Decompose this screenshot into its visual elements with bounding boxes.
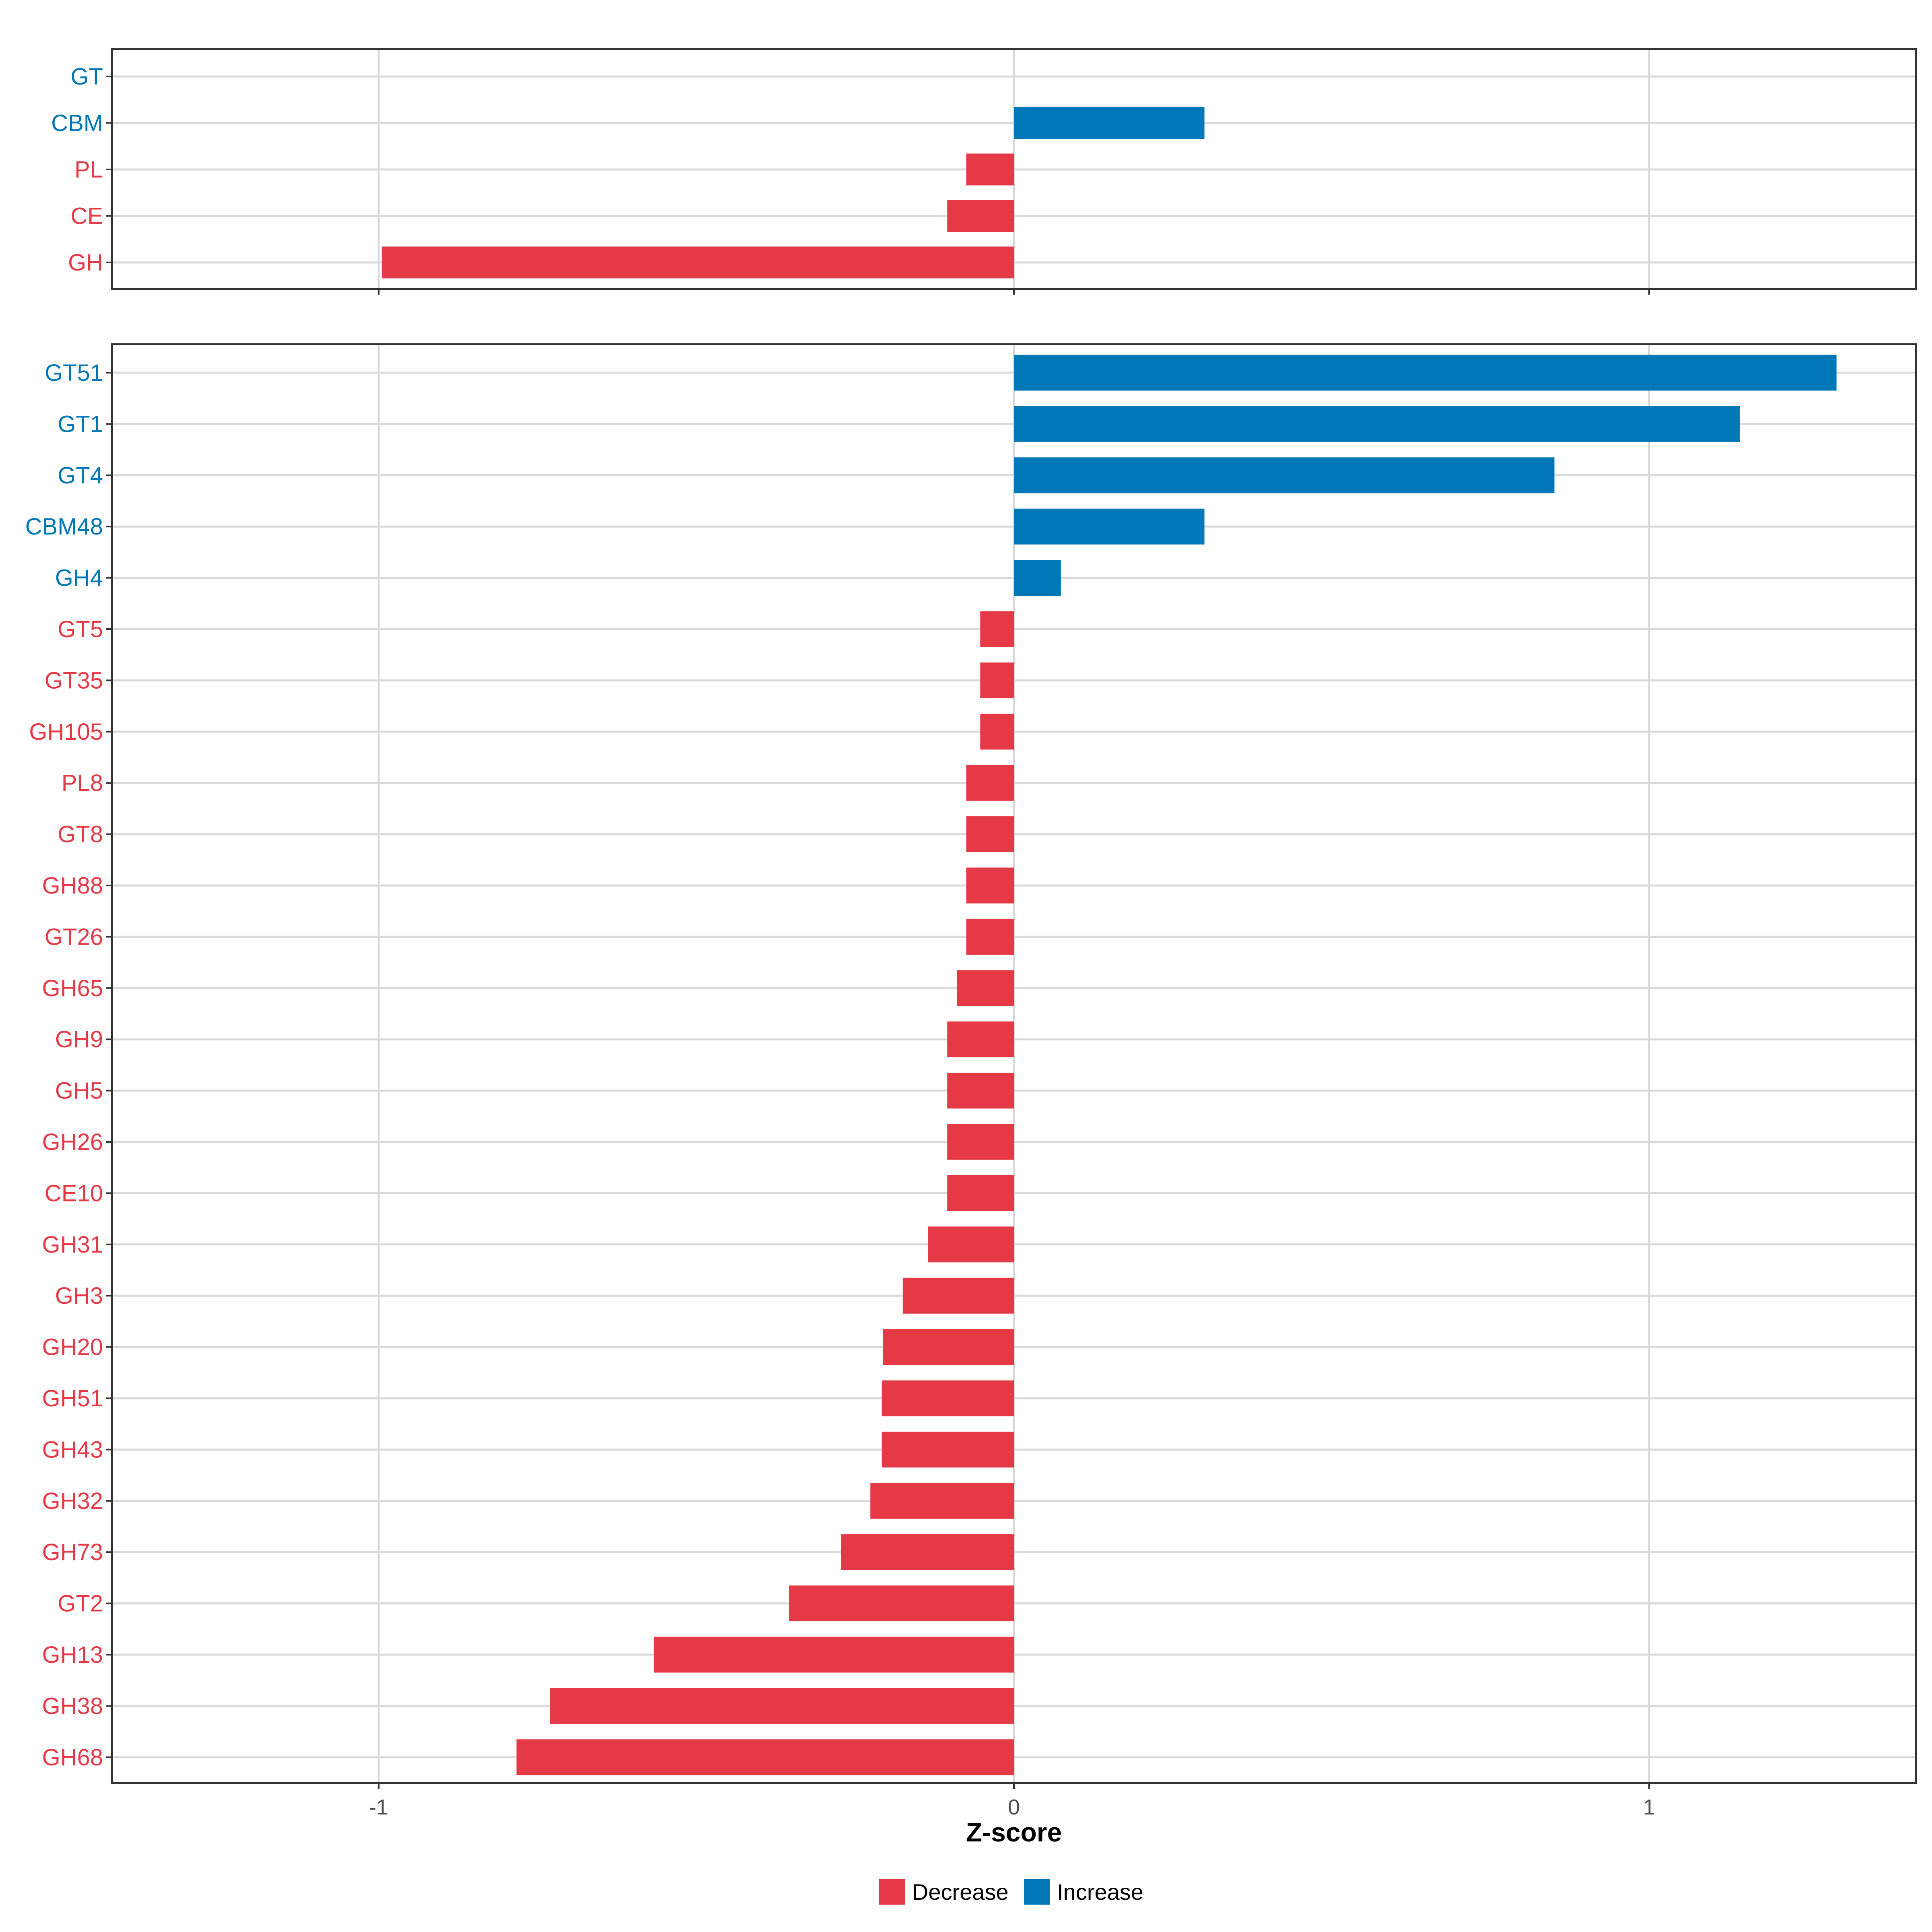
bar-GT26 [966, 919, 1014, 955]
category-label-GT8: GT8 [58, 822, 103, 848]
bar-GH51 [881, 1380, 1014, 1416]
bar-GT51 [1014, 355, 1837, 391]
x-axis-title: Z-score [966, 1817, 1062, 1847]
legend-swatch-increase [1024, 1879, 1050, 1905]
bar-PL [966, 153, 1014, 186]
category-label-GH38: GH38 [42, 1693, 103, 1719]
category-label-GH32: GH32 [42, 1488, 103, 1514]
category-label-CE: CE [70, 203, 103, 229]
bar-GT8 [966, 816, 1014, 852]
bar-GH3 [902, 1278, 1014, 1314]
category-label-GT2: GT2 [58, 1591, 103, 1617]
bar-GH43 [881, 1431, 1014, 1468]
bar-GH4 [1014, 560, 1061, 596]
bar-GH105 [980, 714, 1014, 750]
bar-GH9 [947, 1021, 1014, 1057]
category-label-GH5: GH5 [55, 1078, 103, 1104]
category-label-PL8: PL8 [62, 770, 103, 796]
category-label-GT51: GT51 [45, 360, 103, 386]
bar-GH38 [550, 1688, 1014, 1724]
category-label-CBM: CBM [51, 110, 103, 136]
bar-GT2 [789, 1585, 1014, 1622]
category-label-GH73: GH73 [42, 1539, 103, 1565]
bar-PL8 [966, 765, 1014, 801]
panel-subfamily: GT51 GT1 GT4 CBM48 GH4 GT5 GT35 GH105 PL8 GT8 GH88… [25, 343, 1917, 1789]
category-label-GH3: GH3 [55, 1283, 103, 1309]
category-label-GH51: GH51 [42, 1385, 103, 1412]
bar-GH5 [947, 1073, 1014, 1109]
bar-GH32 [870, 1483, 1014, 1519]
category-label-GT1: GT1 [58, 411, 103, 437]
category-label-GT4: GT4 [58, 462, 103, 489]
x-tick-label-1: 0 [1008, 1795, 1020, 1819]
x-axis: -1 0 1 [369, 1795, 1655, 1819]
category-label-GH65: GH65 [42, 975, 103, 1001]
x-tick-label-2: 1 [1643, 1795, 1655, 1819]
panel-family: GT CBM PL CE GH [51, 48, 1917, 295]
bar-GH20 [883, 1329, 1014, 1365]
bar-GH [382, 246, 1014, 279]
x-tick-label-0: -1 [369, 1795, 388, 1819]
category-label-GH88: GH88 [42, 873, 103, 899]
bar-GH88 [966, 867, 1014, 904]
bar-GT35 [980, 662, 1014, 698]
category-label-GT5: GT5 [58, 616, 103, 642]
legend: Decrease Increase [879, 1879, 1144, 1905]
bar-GT5 [980, 611, 1014, 647]
category-label-GH43: GH43 [42, 1437, 103, 1463]
bar-GT1 [1014, 406, 1740, 442]
category-label-GT26: GT26 [45, 924, 103, 950]
category-label-GH105: GH105 [29, 719, 103, 745]
bar-GT4 [1014, 457, 1555, 493]
legend-label-decrease: Decrease [912, 1879, 1009, 1905]
bar-CBM [1014, 107, 1205, 139]
bar-GH73 [841, 1534, 1014, 1570]
category-label-GH: GH [68, 250, 103, 276]
bar-CE [947, 200, 1014, 232]
category-label-CBM48: CBM48 [25, 514, 103, 540]
legend-label-increase: Increase [1057, 1879, 1144, 1905]
bar-GH13 [654, 1637, 1014, 1673]
category-label-GH68: GH68 [42, 1744, 103, 1771]
category-label-GH31: GH31 [42, 1232, 103, 1258]
category-label-GH9: GH9 [55, 1026, 103, 1053]
category-label-GT35: GT35 [45, 667, 103, 694]
category-label-GH26: GH26 [42, 1129, 103, 1155]
category-label-PL: PL [74, 157, 103, 183]
bar-GH68 [516, 1739, 1014, 1775]
bar-CE10 [947, 1175, 1014, 1211]
legend-swatch-decrease [879, 1879, 905, 1905]
category-label-GH4: GH4 [55, 565, 103, 591]
category-label-GH20: GH20 [42, 1334, 103, 1360]
bar-GH26 [947, 1124, 1014, 1160]
bar-GH65 [956, 970, 1014, 1006]
category-label-GH13: GH13 [42, 1642, 103, 1668]
category-label-GT: GT [70, 64, 103, 90]
bar-GH31 [928, 1226, 1014, 1263]
category-label-CE10: CE10 [45, 1180, 103, 1206]
bar-CBM48 [1014, 508, 1205, 545]
